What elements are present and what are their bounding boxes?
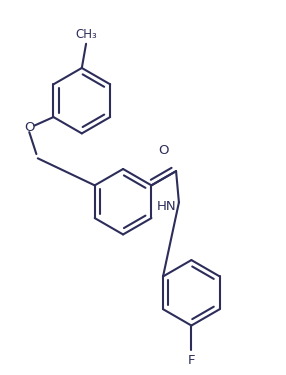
Text: O: O xyxy=(24,120,35,134)
Text: O: O xyxy=(159,144,169,157)
Text: CH₃: CH₃ xyxy=(75,28,97,41)
Text: F: F xyxy=(188,354,195,367)
Text: HN: HN xyxy=(156,200,176,213)
